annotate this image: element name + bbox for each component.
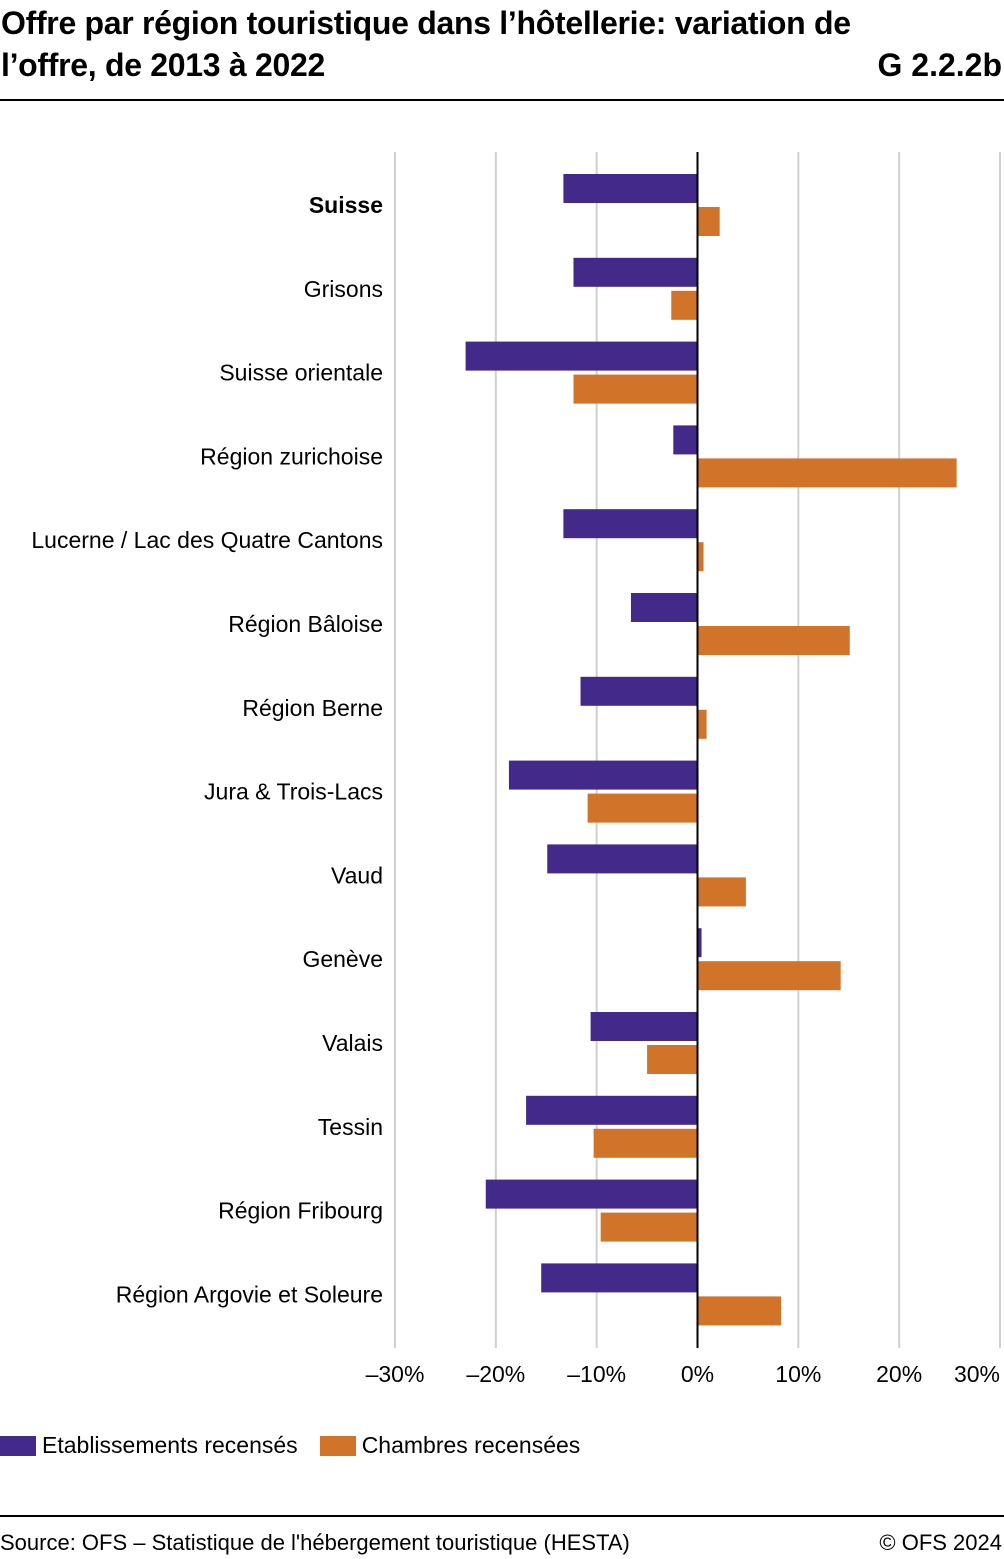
copyright-note: © OFS 2024 — [879, 1530, 1002, 1555]
category-label: Région Berne — [242, 695, 383, 721]
bar-establishments — [465, 341, 698, 371]
category-label: Genève — [302, 946, 383, 972]
bar-establishments — [485, 1179, 698, 1209]
x-tick-label: –30% — [366, 1361, 425, 1387]
x-tick-label: 20% — [876, 1361, 922, 1387]
bar-rooms — [697, 961, 841, 991]
bar-rooms — [600, 1212, 698, 1242]
x-tick-label: 10% — [775, 1361, 821, 1387]
bar-rooms — [647, 1045, 698, 1074]
category-label: Suisse orientale — [219, 360, 383, 386]
legend-item-establishments: Etablissements recensés — [0, 1432, 298, 1459]
bar-rooms — [697, 626, 850, 655]
x-tick-label: 30% — [954, 1361, 1000, 1387]
source-note: Source: OFS – Statistique de l'hébergeme… — [0, 1530, 630, 1555]
bar-establishments — [573, 257, 698, 287]
category-label: Région Fribourg — [218, 1198, 383, 1224]
bar-rooms — [697, 542, 704, 572]
legend-item-rooms: Chambres recensées — [319, 1432, 581, 1459]
bar-establishments — [508, 760, 698, 790]
legend-label-establishments: Etablissements recensés — [42, 1432, 298, 1458]
bar-establishments — [563, 174, 698, 203]
category-label: Jura & Trois-Lacs — [204, 779, 383, 805]
chart-id: G 2.2.2b — [877, 47, 1003, 83]
bar-establishments — [541, 1263, 698, 1293]
bar-rooms — [697, 207, 720, 236]
category-label: Valais — [322, 1030, 383, 1056]
bar-rooms — [697, 709, 707, 739]
bar-rooms — [573, 374, 698, 404]
legend-swatch-rooms — [319, 1435, 356, 1456]
category-label: Suisse — [309, 192, 383, 218]
bar-rooms — [697, 1296, 782, 1326]
top-rule — [0, 99, 1004, 101]
bar-establishments — [590, 1012, 698, 1041]
bar-establishments — [697, 928, 702, 958]
category-label: Région Bâloise — [228, 611, 383, 637]
bar-establishments — [630, 593, 698, 622]
x-tick-label: 0% — [681, 1361, 714, 1387]
bar-establishments — [526, 1095, 698, 1125]
bar-establishments — [563, 509, 698, 539]
category-label: Région zurichoise — [200, 443, 383, 469]
x-tick-label: –20% — [466, 1361, 525, 1387]
x-tick-label: –10% — [567, 1361, 626, 1387]
bar-rooms — [697, 877, 746, 907]
bar-establishments — [580, 676, 698, 706]
legend: Etablissements recensés Chambres recensé… — [0, 1432, 602, 1459]
category-label: Tessin — [318, 1114, 383, 1140]
bar-rooms — [671, 290, 698, 320]
bar-chart: Suisse Grisons Suisse orientale Région zuri… — [31, 152, 1001, 1387]
bar-establishments — [673, 425, 698, 455]
category-label: Vaud — [331, 862, 383, 888]
legend-label-rooms: Chambres recensées — [361, 1432, 581, 1458]
bar-rooms — [593, 1128, 698, 1158]
bar-rooms — [697, 458, 957, 488]
legend-swatch-establishments — [0, 1435, 36, 1456]
category-label: Région Argovie et Soleure — [116, 1281, 383, 1307]
category-label: Lucerne / Lac des Quatre Cantons — [31, 527, 383, 553]
chart-title: Offre par région touristique dans l’hôte… — [1, 5, 851, 83]
bar-establishments — [547, 844, 698, 874]
bar-rooms — [587, 793, 698, 823]
bottom-rule — [0, 1515, 1004, 1517]
category-label: Grisons — [304, 276, 383, 302]
